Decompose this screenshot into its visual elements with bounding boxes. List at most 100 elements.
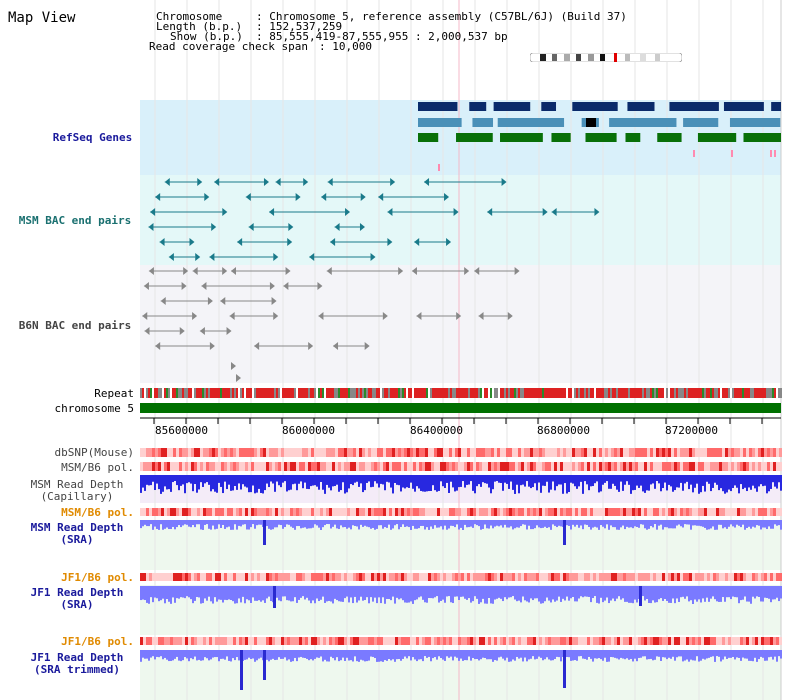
depth-bar [658, 586, 660, 600]
track-label-dbsnp[interactable]: dbSNP(Mouse) [54, 446, 134, 459]
repeat-bar [290, 388, 292, 398]
depth-bar [470, 520, 472, 527]
bac-end-arrow [387, 238, 393, 246]
heat-cell [620, 508, 623, 516]
repeat-bar [646, 388, 648, 398]
heat-cell [365, 448, 368, 457]
depth-bar [304, 520, 306, 528]
depth-bar [224, 520, 226, 529]
depth-bar [384, 475, 386, 491]
heat-cell [731, 508, 734, 516]
depth-bar [652, 475, 654, 484]
depth-bar [180, 650, 182, 662]
heat-cell [743, 508, 746, 516]
heat-cell [464, 508, 467, 516]
depth-bar [686, 650, 688, 660]
track-label-repeat[interactable]: Repeat [94, 387, 134, 400]
bac-end-arrow [594, 208, 600, 216]
heat-cell [524, 508, 527, 516]
depth-bar [746, 520, 748, 528]
track-label-msm-b6-pol[interactable]: MSM/B6 pol. [61, 461, 134, 474]
depth-bar [250, 650, 252, 660]
repeat-bar [614, 388, 616, 398]
depth-bar [598, 586, 600, 604]
heat-cell [143, 448, 146, 457]
bac-end-arrow [326, 267, 332, 275]
chromosome-ideogram[interactable] [530, 53, 682, 62]
repeat-bar [594, 388, 596, 398]
track-label-jf1-depth-sra-1[interactable]: JF1 Read Depth [30, 586, 124, 599]
depth-bar [660, 520, 662, 525]
heat-cell [773, 462, 776, 471]
depth-bar [448, 586, 450, 597]
repeat-bar [702, 388, 704, 398]
heat-cell [428, 637, 431, 645]
heat-cell [311, 508, 314, 516]
repeat-bar [474, 388, 476, 398]
depth-bar [524, 650, 526, 658]
depth-bar [200, 475, 202, 483]
heat-cell [362, 508, 365, 516]
heat-cell [749, 573, 752, 581]
depth-bar [560, 650, 562, 662]
heat-cell [362, 573, 365, 581]
heat-cell [767, 462, 770, 471]
track-label-jf1-b6-pol[interactable]: JF1/B6 pol. [61, 571, 134, 584]
track-label-refseq[interactable]: RefSeq Genes [52, 131, 133, 144]
heat-cell [515, 508, 518, 516]
depth-bar [580, 586, 582, 597]
heat-cell [527, 637, 530, 645]
depth-bar [148, 520, 150, 527]
depth-bar [390, 475, 392, 488]
depth-bar [520, 586, 522, 603]
heat-cell [320, 573, 323, 581]
track-label-jf1-b6-pol-2[interactable]: JF1/B6 pol. [61, 635, 134, 648]
gene-block [669, 102, 719, 111]
depth-bar [778, 520, 780, 526]
heat-cell [530, 508, 533, 516]
track-label-msm-bac[interactable]: MSM BAC end pairs [18, 214, 132, 227]
heat-cell [500, 573, 503, 581]
heat-cell [506, 637, 509, 645]
track-label-msm-b6-pol-2[interactable]: MSM/B6 pol. [61, 506, 134, 519]
depth-bar [284, 520, 286, 528]
depth-bar [732, 586, 734, 597]
heat-cell [548, 462, 551, 471]
heat-cell [215, 508, 218, 516]
depth-bar [652, 586, 654, 601]
depth-bar [768, 650, 770, 658]
depth-bar [140, 586, 142, 601]
track-label-msm-depth-cap-1[interactable]: MSM Read Depth [30, 478, 124, 491]
heat-cell [308, 573, 311, 581]
depth-bar [594, 650, 596, 659]
depth-bar [282, 650, 284, 659]
track-label-b6n-bac[interactable]: B6N BAC end pairs [18, 319, 132, 332]
depth-bar [240, 475, 242, 490]
track-label-jf1-depth-trim-1[interactable]: JF1 Read Depth [30, 651, 124, 664]
heat-cell [155, 573, 158, 581]
heat-cell [431, 573, 434, 581]
heat-cell [614, 637, 617, 645]
depth-bar [488, 520, 490, 529]
track-label-msm-depth-sra-1[interactable]: MSM Read Depth [30, 521, 124, 534]
heat-cell [275, 462, 278, 471]
heat-cell [470, 448, 473, 457]
repeat-bar [286, 388, 288, 398]
depth-bar [634, 650, 636, 659]
depth-bar [750, 586, 752, 604]
heat-cell [704, 448, 707, 457]
length-key: Length (b.p.) [156, 20, 243, 33]
heat-cell [161, 573, 164, 581]
depth-bar [348, 650, 350, 661]
depth-bar [348, 586, 350, 603]
repeat-bar [480, 388, 482, 398]
heat-cell [764, 462, 767, 471]
heat-cell [203, 573, 206, 581]
heat-cell [428, 508, 431, 516]
heat-cell [749, 448, 752, 457]
heat-cell [512, 508, 515, 516]
heat-cell [692, 462, 695, 471]
depth-bar [514, 586, 516, 600]
bac-end-arrow [285, 267, 291, 275]
heat-cell [626, 573, 629, 581]
